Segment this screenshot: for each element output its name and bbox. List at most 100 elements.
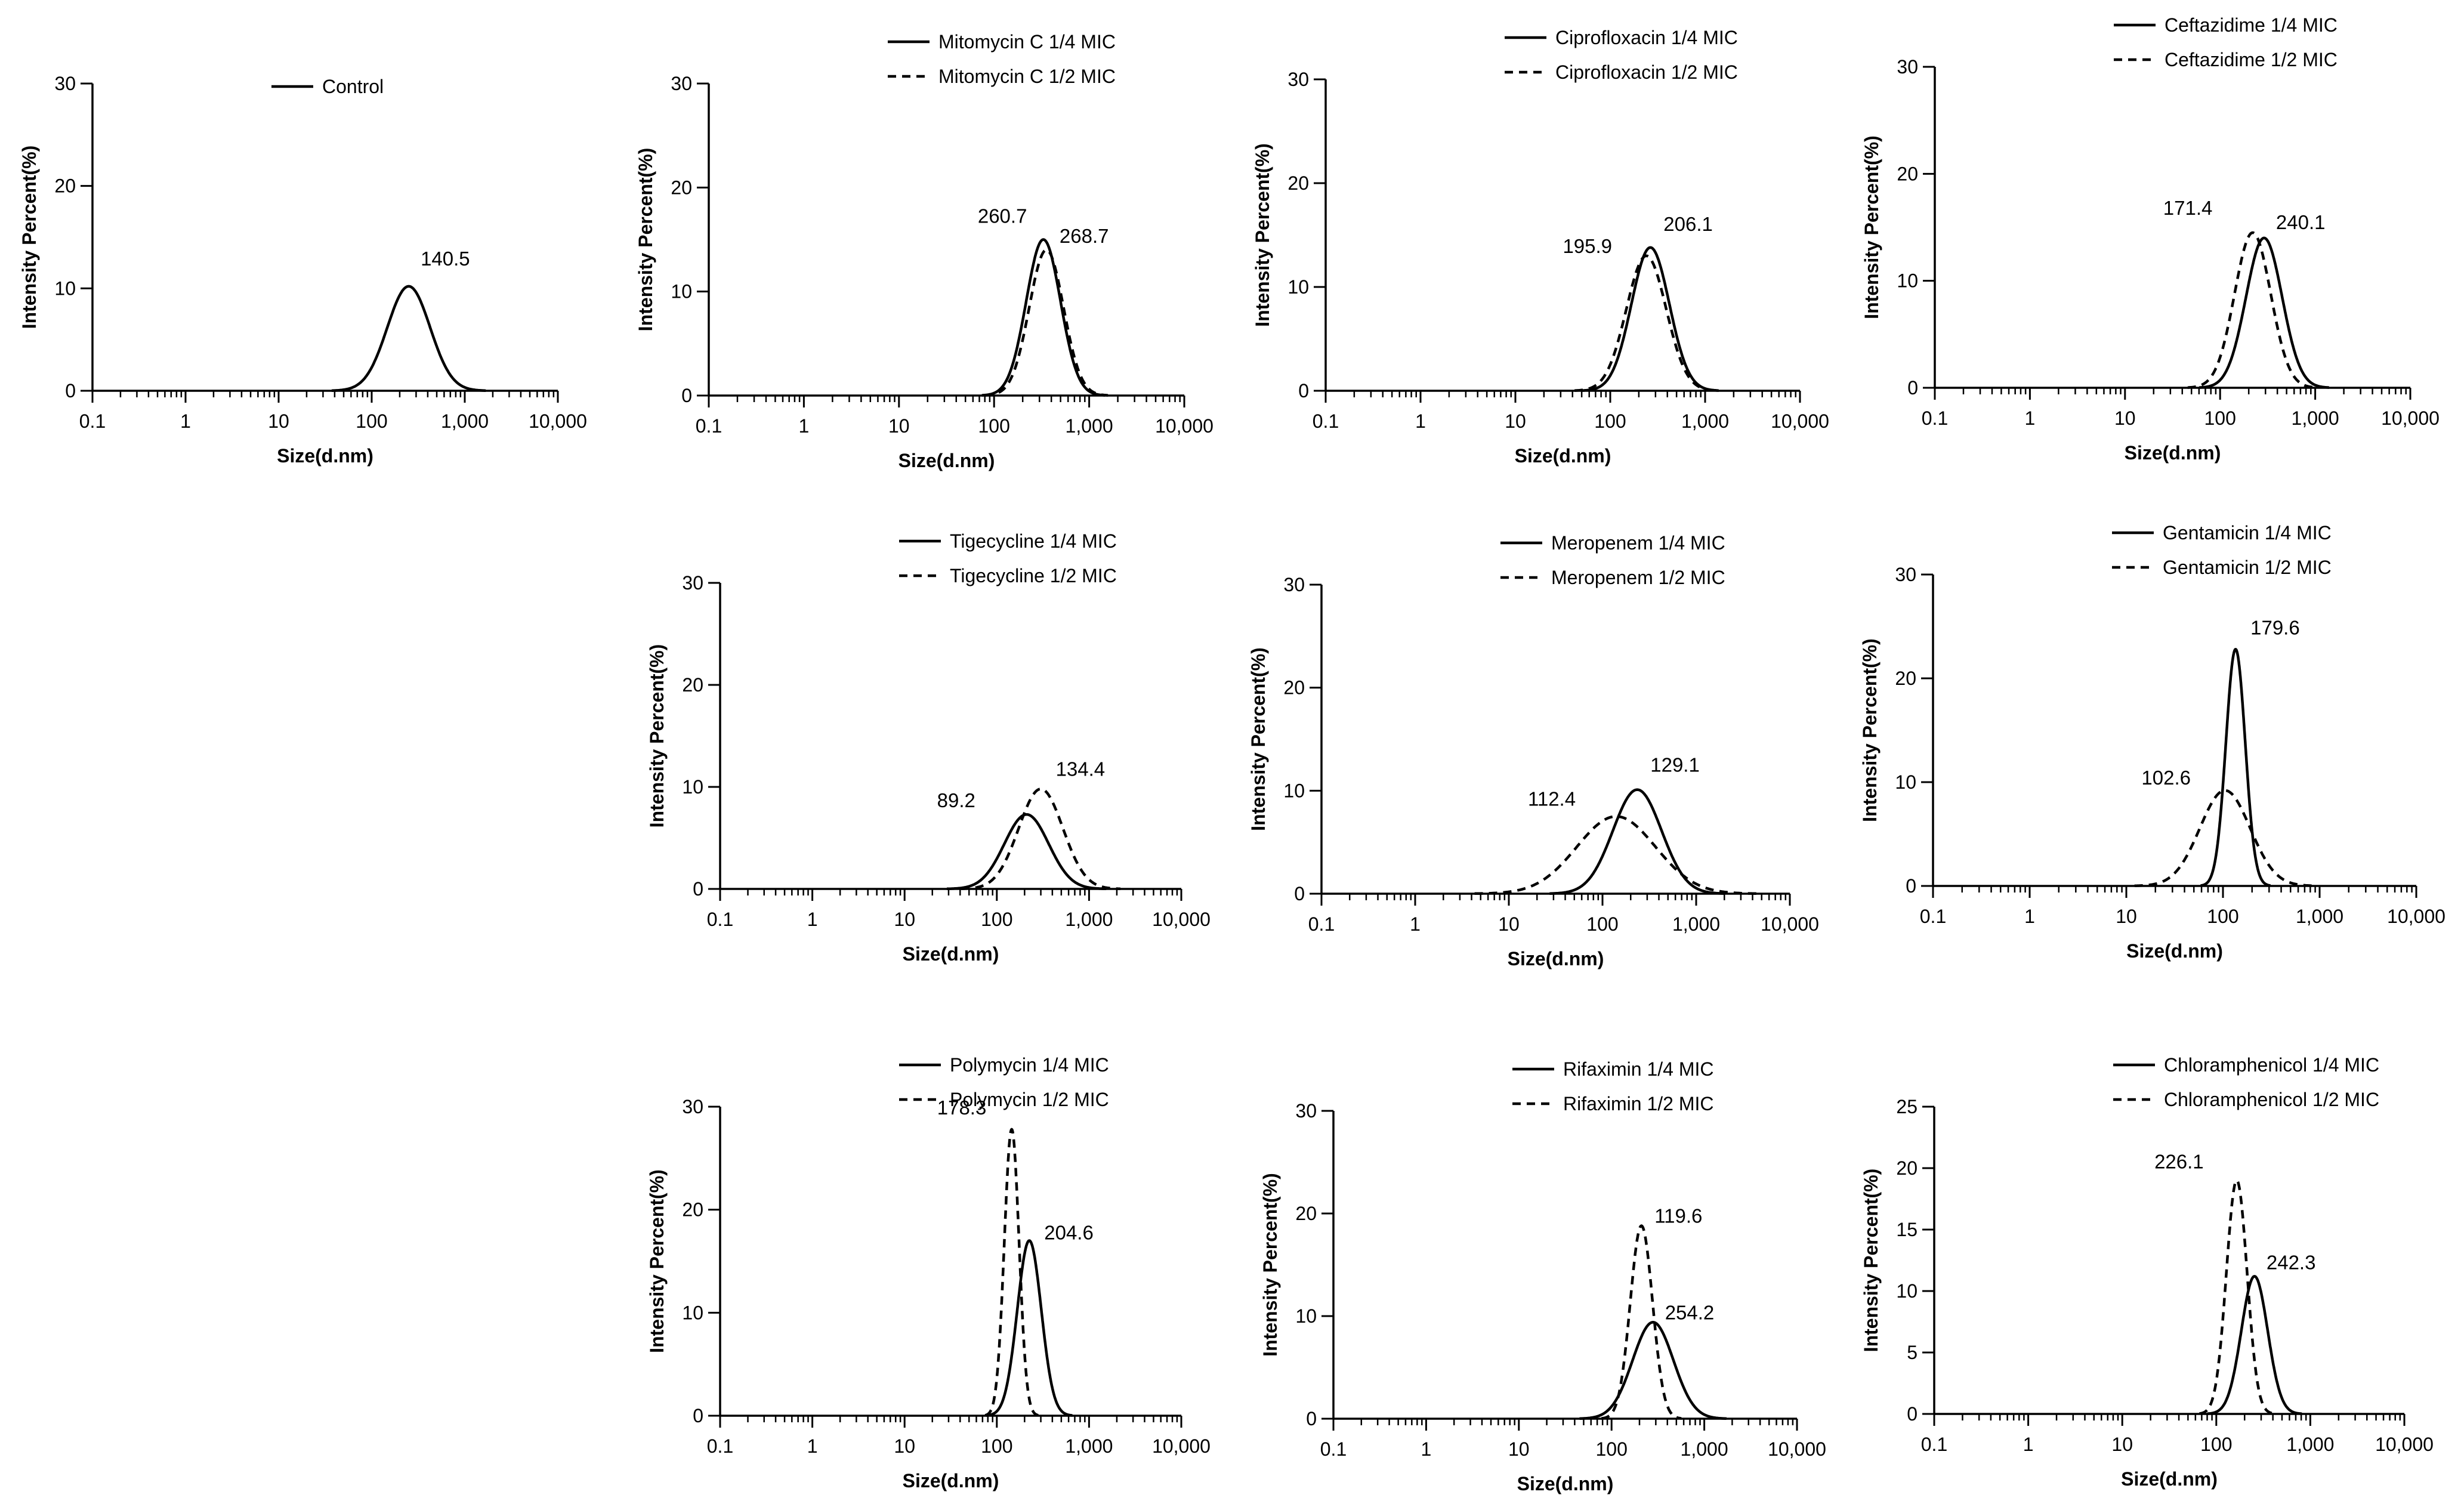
peak-label: 102.6	[2141, 767, 2191, 789]
legend-label: Polymycin 1/4 MIC	[950, 1054, 1109, 1076]
x-axis-title: Size(d.nm)	[2121, 1468, 2218, 1490]
x-tick-label: 1,000	[441, 410, 489, 432]
y-tick-label: 20	[54, 175, 76, 197]
y-axis-title: Intensity Percent(%)	[1861, 135, 1882, 319]
peak-label: 268.7	[1060, 225, 1109, 247]
x-tick-label: 0.1	[707, 1435, 733, 1457]
x-tick-label: 10,000	[1152, 1435, 1211, 1457]
y-tick-label: 0	[693, 1405, 703, 1426]
y-tick-label: 30	[1895, 564, 1916, 585]
peak-label: 89.2	[937, 789, 975, 811]
y-tick-label: 0	[1294, 883, 1305, 904]
legend-label: Mitomycin C 1/2 MIC	[938, 66, 1116, 87]
x-tick-label: 10,000	[1768, 1438, 1826, 1460]
x-tick-label: 0.1	[1920, 906, 1946, 927]
x-tick-label: 0.1	[696, 415, 722, 437]
y-tick-label: 30	[54, 73, 76, 94]
x-tick-label: 0.1	[79, 410, 106, 432]
y-axis-title: Intensity Percent(%)	[18, 146, 40, 329]
series-line-solid	[1579, 1321, 1727, 1420]
y-tick-label: 0	[681, 385, 692, 406]
y-tick-label: 10	[1283, 780, 1305, 801]
series-line-solid	[2199, 236, 2329, 389]
y-axis-title: Intensity Percent(%)	[635, 148, 656, 332]
x-tick-label: 10,000	[2381, 407, 2440, 429]
peak-label: 134.4	[1056, 758, 1106, 780]
x-tick-label: 100	[2207, 906, 2238, 927]
x-tick-label: 10	[1505, 410, 1526, 432]
x-tick-label: 10	[1498, 913, 1520, 935]
series-line-dashed	[984, 1128, 1039, 1417]
x-tick-label: 10,000	[2387, 906, 2446, 927]
x-axis-title: Size(d.nm)	[903, 1470, 999, 1491]
x-tick-label: 10,000	[2375, 1434, 2434, 1455]
series-line-solid	[331, 285, 486, 392]
panel-meropenem: 0.1 1 10 100 1,000 10,000 0 10 20 30 Size(d.nm) Int…	[1248, 532, 1819, 969]
x-tick-label: 1	[180, 410, 191, 432]
x-tick-label: 0.1	[1308, 913, 1335, 935]
x-tick-label: 100	[981, 1435, 1012, 1457]
panel-ceftazidime: 0.1 1 10 100 1,000 10,000 0 10 20 30 Size(d.nm) Int…	[1861, 14, 2440, 464]
x-tick-label: 10	[894, 909, 915, 930]
legend-label: Polymycin 1/2 MIC	[950, 1089, 1109, 1110]
y-tick-label: 10	[682, 1302, 703, 1323]
x-axis-title: Size(d.nm)	[277, 445, 373, 467]
x-tick-label: 0.1	[1320, 1438, 1347, 1460]
legend-label: Chloramphenicol 1/2 MIC	[2164, 1089, 2379, 1110]
x-tick-label: 0.1	[1922, 407, 1948, 429]
series-line-solid	[2207, 1275, 2302, 1415]
legend-label: Meropenem 1/2 MIC	[1551, 567, 1725, 588]
x-tick-label: 1,000	[1065, 1435, 1113, 1457]
y-axis-title: Intensity Percent(%)	[1259, 1173, 1281, 1357]
peak-label: 254.2	[1665, 1301, 1715, 1323]
x-tick-label: 10,000	[1155, 415, 1214, 437]
y-tick-label: 0	[1306, 1408, 1317, 1429]
y-tick-label: 0	[693, 878, 703, 900]
y-tick-label: 20	[1895, 668, 1916, 689]
legend-label: Tigecycline 1/2 MIC	[950, 565, 1117, 586]
y-tick-label: 30	[671, 73, 692, 94]
peak-label: 195.9	[1563, 235, 1612, 257]
legend-label: Tigecycline 1/4 MIC	[950, 530, 1117, 552]
peak-label: 171.4	[2163, 197, 2213, 219]
x-tick-label: 1,000	[1681, 410, 1729, 432]
x-tick-label: 1,000	[2286, 1434, 2334, 1455]
y-tick-label: 0	[1906, 875, 1916, 897]
series-line-dashed	[2134, 789, 2316, 888]
peak-label: 112.4	[1528, 788, 1576, 810]
y-tick-label: 20	[1896, 1157, 1918, 1179]
x-tick-label: 1	[807, 1435, 818, 1457]
x-axis-title: Size(d.nm)	[2125, 442, 2221, 464]
series-line-solid	[986, 1239, 1073, 1417]
x-tick-label: 10,000	[1152, 909, 1211, 930]
legend-label: Gentamicin 1/4 MIC	[2163, 522, 2332, 543]
x-tick-label: 10,000	[529, 410, 587, 432]
series-line-solid	[1549, 788, 1725, 895]
x-tick-label: 100	[1596, 1438, 1628, 1460]
peak-label: 178.3	[937, 1097, 987, 1119]
legend-label: Ciprofloxacin 1/2 MIC	[1555, 61, 1738, 83]
x-tick-label: 1	[807, 909, 818, 930]
x-tick-label: 10	[2111, 1434, 2133, 1455]
series-line-dashed	[984, 248, 1109, 397]
series-line-dashed	[1601, 1224, 1682, 1420]
y-tick-label: 20	[1295, 1203, 1317, 1224]
x-tick-label: 100	[2204, 407, 2236, 429]
series-line-dashed	[1474, 815, 1758, 895]
y-tick-label: 20	[1897, 163, 1918, 184]
peak-label: 140.5	[421, 248, 470, 270]
y-tick-label: 30	[1283, 574, 1305, 595]
x-tick-label: 1	[799, 415, 810, 437]
legend-label: Ciprofloxacin 1/4 MIC	[1555, 27, 1738, 48]
series-line-dashed	[1574, 254, 1718, 392]
y-tick-label: 10	[682, 776, 703, 798]
x-axis-title: Size(d.nm)	[2126, 940, 2223, 962]
y-tick-label: 30	[1287, 69, 1309, 90]
y-axis-title: Intensity Percent(%)	[646, 1169, 668, 1353]
panel-tigecycline: 0.1 1 10 100 1,000 10,000 0 10 20 30 Size(d.nm) Int…	[646, 530, 1211, 965]
x-tick-label: 1	[2025, 407, 2036, 429]
x-axis-title: Size(d.nm)	[903, 943, 999, 965]
x-axis-title: Size(d.nm)	[1515, 445, 1611, 467]
panel-rifaximin: 0.1 1 10 100 1,000 10,000 0 10 20 30 Size(d.nm) Int…	[1259, 1058, 1826, 1494]
y-tick-label: 10	[671, 281, 692, 302]
